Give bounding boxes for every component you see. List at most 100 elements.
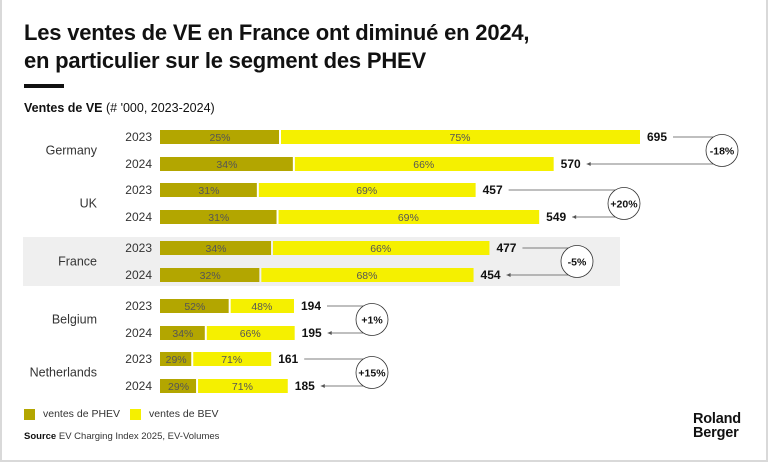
total-label: 695 (647, 130, 667, 144)
bar-phev (160, 183, 257, 197)
change-label: -18% (710, 146, 735, 158)
chart-subtitle: Ventes de VE (# '000, 2023-2024) (24, 101, 215, 115)
total-label: 194 (301, 299, 321, 313)
change-label: +15% (358, 368, 386, 380)
bar-phev (160, 268, 260, 282)
total-label: 161 (278, 352, 298, 366)
arrow-head-icon (586, 162, 591, 166)
phev-pct-label: 29% (166, 354, 187, 366)
subtitle-rest: (# '000, 2023-2024) (102, 101, 215, 115)
arrow-head-icon (506, 273, 511, 277)
chart-title: Les ventes de VE en France ont diminué e… (24, 19, 530, 75)
bar-phev (160, 157, 293, 171)
total-label: 549 (546, 210, 566, 224)
bev-pct-label: 75% (449, 132, 470, 144)
legend-label-phev: ventes de PHEV (43, 408, 121, 420)
bar-bev (281, 130, 640, 144)
year-label: 2024 (125, 326, 152, 340)
bar-phev (160, 379, 197, 393)
title-underline (24, 84, 64, 88)
bev-pct-label: 69% (356, 185, 377, 197)
bev-pct-label: 66% (413, 159, 434, 171)
phev-pct-label: 31% (198, 185, 219, 197)
bar-bev (198, 379, 288, 393)
bar-phev (160, 352, 192, 366)
subtitle-bold: Ventes de VE (24, 101, 103, 115)
legend-swatch-bev (130, 408, 142, 420)
phev-pct-label: 52% (184, 301, 205, 313)
bar-bev (193, 352, 272, 366)
total-label: 185 (295, 379, 315, 393)
year-label: 2024 (125, 379, 152, 393)
total-label: 570 (561, 157, 581, 171)
bar-bev (258, 183, 476, 197)
bar-phev (160, 241, 272, 255)
source-text: EV Charging Index 2025, EV-Volumes (56, 431, 220, 442)
year-label: 2024 (125, 210, 152, 224)
legend-item-bev: ventes de BEV (130, 408, 219, 420)
source-label: Source (24, 431, 57, 442)
bev-pct-label: 69% (398, 212, 419, 224)
legend-item-phev: ventes de PHEV (24, 408, 120, 420)
country-label: UK (80, 197, 98, 211)
arrow-head-icon (327, 331, 332, 335)
total-label: 477 (496, 241, 516, 255)
phev-pct-label: 31% (208, 212, 229, 224)
phev-pct-label: 34% (216, 159, 237, 171)
logo-line-1: Roland (693, 411, 741, 427)
arrow-head-icon (320, 384, 325, 388)
legend: ventes de PHEV ventes de BEV (24, 408, 229, 420)
year-label: 2024 (125, 157, 152, 171)
total-label: 454 (481, 268, 501, 282)
roland-berger-logo: Roland Berger (693, 411, 741, 441)
bev-pct-label: 48% (251, 301, 272, 313)
bar-phev (160, 299, 229, 313)
arrow-head-icon (572, 215, 577, 219)
bev-pct-label: 68% (356, 270, 377, 282)
change-circle (607, 187, 641, 220)
year-label: 2023 (125, 241, 152, 255)
bev-pct-label: 66% (370, 243, 391, 255)
bev-pct-label: 71% (221, 354, 242, 366)
year-label: 2023 (125, 130, 152, 144)
legend-label-bev: ventes de BEV (149, 408, 219, 420)
phev-pct-label: 34% (172, 328, 193, 340)
total-label: 195 (302, 326, 322, 340)
bar-bev (261, 268, 474, 282)
year-label: 2024 (125, 268, 152, 282)
bev-pct-label: 66% (240, 328, 261, 340)
phev-pct-label: 25% (209, 132, 230, 144)
country-label: Germany (46, 144, 98, 158)
year-label: 2023 (125, 299, 152, 313)
change-label: +1% (361, 315, 383, 327)
change-circle (705, 134, 739, 167)
change-circle (560, 245, 594, 278)
year-label: 2023 (125, 183, 152, 197)
source-note: Source EV Charging Index 2025, EV-Volume… (24, 431, 219, 442)
phev-pct-label: 34% (205, 243, 226, 255)
bar-bev (278, 210, 540, 224)
change-label: -5% (568, 257, 587, 269)
title-line-2: en particulier sur le segment des PHEV (24, 48, 426, 73)
change-circle (355, 356, 389, 389)
phev-pct-label: 32% (200, 270, 221, 282)
logo-line-2: Berger (693, 425, 739, 441)
bar-bev (294, 157, 554, 171)
bar-phev (160, 130, 279, 144)
bev-pct-label: 71% (232, 381, 253, 393)
title-line-1: Les ventes de VE en France ont diminué e… (24, 20, 530, 45)
country-label: France (58, 255, 97, 269)
bar-bev (206, 326, 295, 340)
bar-phev (160, 210, 277, 224)
year-label: 2023 (125, 352, 152, 366)
bar-phev (160, 326, 205, 340)
phev-pct-label: 29% (168, 381, 189, 393)
legend-swatch-phev (24, 408, 35, 420)
change-label: +20% (610, 199, 638, 211)
change-circle (355, 303, 389, 336)
bar-bev (273, 241, 490, 255)
total-label: 457 (483, 183, 503, 197)
country-label: Netherlands (30, 366, 97, 380)
